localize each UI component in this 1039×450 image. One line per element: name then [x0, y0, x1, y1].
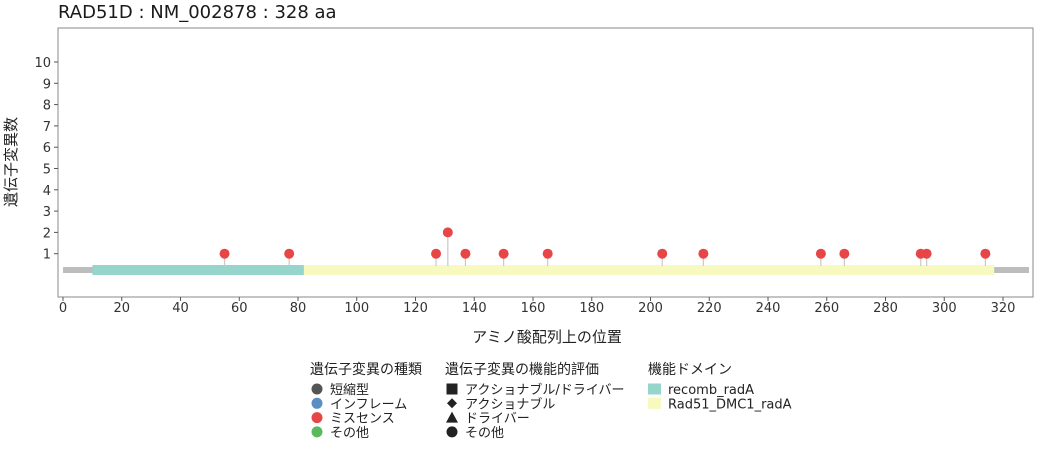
mutation-lollipops: [219, 227, 991, 266]
legend-group-title: 遺伝子変異の機能的評価: [445, 361, 599, 378]
x-tick-label: 320: [991, 301, 1016, 316]
protein-track: [63, 265, 1029, 275]
mutation-lollipop[interactable]: [698, 248, 709, 266]
domain-Rad51_DMC1_radA: [303, 265, 995, 275]
legend-item-label: インフレーム: [330, 397, 407, 412]
x-tick-label: 200: [638, 301, 663, 316]
mutation-lollipop[interactable]: [815, 248, 826, 266]
mutation-point[interactable]: [442, 227, 453, 238]
legend-symbol-circle: [311, 412, 323, 424]
y-axis-title: 遺伝子変異数: [2, 117, 20, 207]
mutation-lollipop[interactable]: [657, 248, 668, 266]
y-tick-label: 10: [34, 56, 51, 71]
mutation-point[interactable]: [431, 248, 442, 259]
x-tick-label: 20: [113, 301, 130, 316]
chart-title: RAD51D : NM_002878 : 328 aa: [58, 2, 337, 23]
legend-symbol-rect: [648, 383, 661, 395]
x-tick-label: 40: [172, 301, 189, 316]
y-tick-label: 6: [43, 141, 51, 156]
mutation-lollipop[interactable]: [839, 248, 850, 266]
mutation-point[interactable]: [980, 248, 991, 259]
legend-symbol-circle: [311, 426, 323, 438]
y-tick-label: 3: [43, 205, 51, 220]
legend-item-label: ミスセンス: [330, 412, 395, 427]
mutation-point[interactable]: [542, 248, 553, 259]
x-axis-title: アミノ酸配列上の位置: [472, 328, 622, 346]
legend-symbol-diamond: [447, 398, 457, 409]
legend-item-label: アクショナブル/ドライバー: [465, 382, 624, 398]
mutation-lollipop[interactable]: [442, 227, 453, 266]
mutation-point[interactable]: [460, 248, 471, 259]
mutation-point[interactable]: [657, 248, 668, 259]
legend-symbol-circle: [446, 426, 458, 438]
legend-item-label: Rad51_DMC1_radA: [668, 397, 792, 412]
plot-area: [57, 27, 1034, 298]
legend-symbol-square: [446, 383, 458, 395]
mutation-lollipop[interactable]: [980, 248, 991, 266]
mutation-lollipop[interactable]: [431, 248, 442, 266]
legend-symbol-circle: [311, 397, 323, 409]
x-tick-label: 140: [462, 301, 487, 316]
x-tick-label: 80: [290, 301, 307, 316]
legend-symbol-triangle: [446, 411, 458, 423]
legend-symbol-rect: [648, 397, 661, 409]
y-tick-label: 5: [43, 163, 51, 178]
y-tick-label: 7: [43, 120, 51, 135]
mutation-point[interactable]: [284, 248, 295, 259]
mutation-point[interactable]: [921, 248, 932, 259]
x-tick-label: 100: [344, 301, 369, 316]
legend-group-title: 遺伝子変異の種類: [310, 361, 422, 378]
legend: 遺伝子変異の種類短縮型インフレームミスセンスその他遺伝子変異の機能的評価アクショ…: [310, 361, 792, 441]
mutation-point[interactable]: [219, 248, 230, 259]
mutation-lollipop[interactable]: [498, 248, 509, 266]
x-axis: 0 20 40 60 80 100 120 140 160 180 200 220 240 260 280 3…: [59, 297, 1016, 316]
x-tick-label: 0: [59, 301, 67, 316]
y-tick-label: 8: [43, 99, 51, 114]
x-tick-label: 220: [697, 301, 722, 316]
x-tick-label: 300: [932, 301, 957, 316]
y-tick-label: 4: [43, 184, 51, 199]
y-axis: 1 2 3 4 5 6 7 8 9 10: [34, 56, 58, 263]
legend-symbol-circle: [311, 383, 323, 395]
mutation-lollipop[interactable]: [284, 248, 295, 266]
mutation-lollipop[interactable]: [921, 248, 932, 266]
x-tick-label: 60: [231, 301, 248, 316]
y-tick-label: 9: [43, 77, 51, 92]
x-tick-label: 160: [521, 301, 546, 316]
y-tick-label: 1: [43, 248, 51, 263]
y-tick-label: 2: [43, 226, 51, 241]
mutation-point[interactable]: [698, 248, 709, 259]
x-tick-label: 240: [756, 301, 781, 316]
x-tick-label: 280: [873, 301, 898, 316]
legend-group-title: 機能ドメイン: [648, 362, 732, 378]
x-tick-label: 260: [814, 301, 839, 316]
mutation-point[interactable]: [839, 248, 850, 259]
mutation-lollipop[interactable]: [219, 248, 230, 266]
legend-item-label: その他: [330, 426, 369, 441]
mutation-lollipop[interactable]: [460, 248, 471, 266]
x-tick-label: 120: [403, 301, 428, 316]
legend-item-label: その他: [465, 426, 504, 441]
x-tick-label: 180: [579, 301, 604, 316]
mutation-lollipop[interactable]: [542, 248, 553, 266]
mutation-point[interactable]: [815, 248, 826, 259]
domain-recomb_radA: [92, 265, 304, 275]
legend-item-label: 短縮型: [330, 382, 369, 398]
legend-item-label: アクショナブル: [465, 396, 555, 412]
legend-item-label: recomb_radA: [668, 383, 754, 398]
mutation-point[interactable]: [498, 248, 509, 259]
legend-item-label: ドライバー: [465, 412, 530, 427]
